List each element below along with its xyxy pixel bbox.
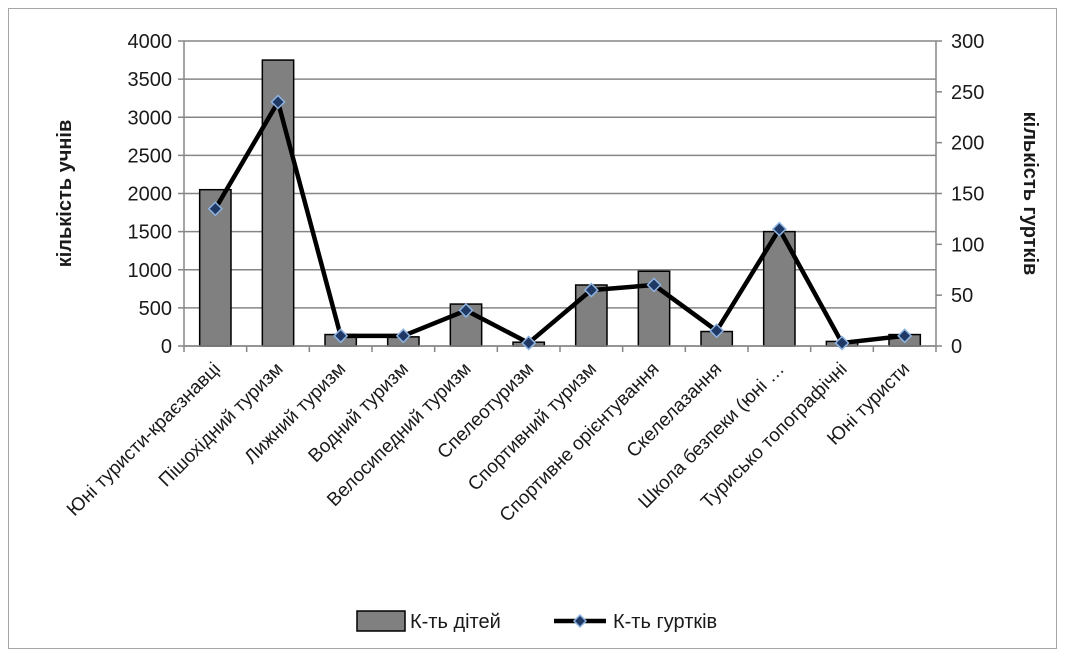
y-tick-label: 0 xyxy=(161,336,172,358)
line-marker xyxy=(646,277,662,293)
line-marker xyxy=(270,94,286,110)
y-tick-label: 1000 xyxy=(128,260,173,282)
chart-svg: 0 500 1000 1500 2000 2500 3000 3500 4000 0 50 100 15… xyxy=(54,31,1041,633)
line-marker xyxy=(709,323,725,339)
y2-axis-title: кількість гуртків xyxy=(1019,112,1041,276)
y-tick-label: 3000 xyxy=(128,107,173,129)
line-marker xyxy=(207,201,223,217)
y2-tick-label: 150 xyxy=(951,184,984,206)
y2-tick-label: 100 xyxy=(951,234,984,256)
line-marker xyxy=(458,302,474,318)
y-tick-label: 3500 xyxy=(128,69,173,91)
x-tick-label: Пішохідний туризм xyxy=(155,359,288,492)
y-tick-label: 1500 xyxy=(128,222,173,244)
line-series xyxy=(213,99,905,346)
y-tick-label: 4000 xyxy=(128,31,173,53)
line-marker xyxy=(834,335,850,351)
legend-label-line: К-ть гуртків xyxy=(613,611,717,633)
y2-tick-label: 200 xyxy=(951,133,984,155)
line-marker xyxy=(771,221,787,237)
line-marker xyxy=(395,328,411,344)
line-marker xyxy=(583,282,599,298)
line-marker xyxy=(897,328,913,344)
line-marker xyxy=(333,328,349,344)
legend-bar-swatch xyxy=(356,610,406,632)
y2-tick-label: 0 xyxy=(951,336,962,358)
y2-tick-label: 250 xyxy=(951,82,984,104)
y-tick-label: 2000 xyxy=(128,184,173,206)
line-marker xyxy=(521,335,537,351)
chart-frame: 0 500 1000 1500 2000 2500 3000 3500 4000 0 50 100 15… xyxy=(8,8,1057,649)
legend-label-bars: К-ть дітей xyxy=(410,611,501,633)
y-tick-label: 2500 xyxy=(128,145,173,167)
y2-tick-label: 300 xyxy=(951,31,984,53)
legend-line-marker xyxy=(572,613,588,629)
y-tick-label: 500 xyxy=(139,298,172,320)
y-axis-title: кількість учнів xyxy=(54,120,76,268)
y2-tick-label: 50 xyxy=(951,285,973,307)
